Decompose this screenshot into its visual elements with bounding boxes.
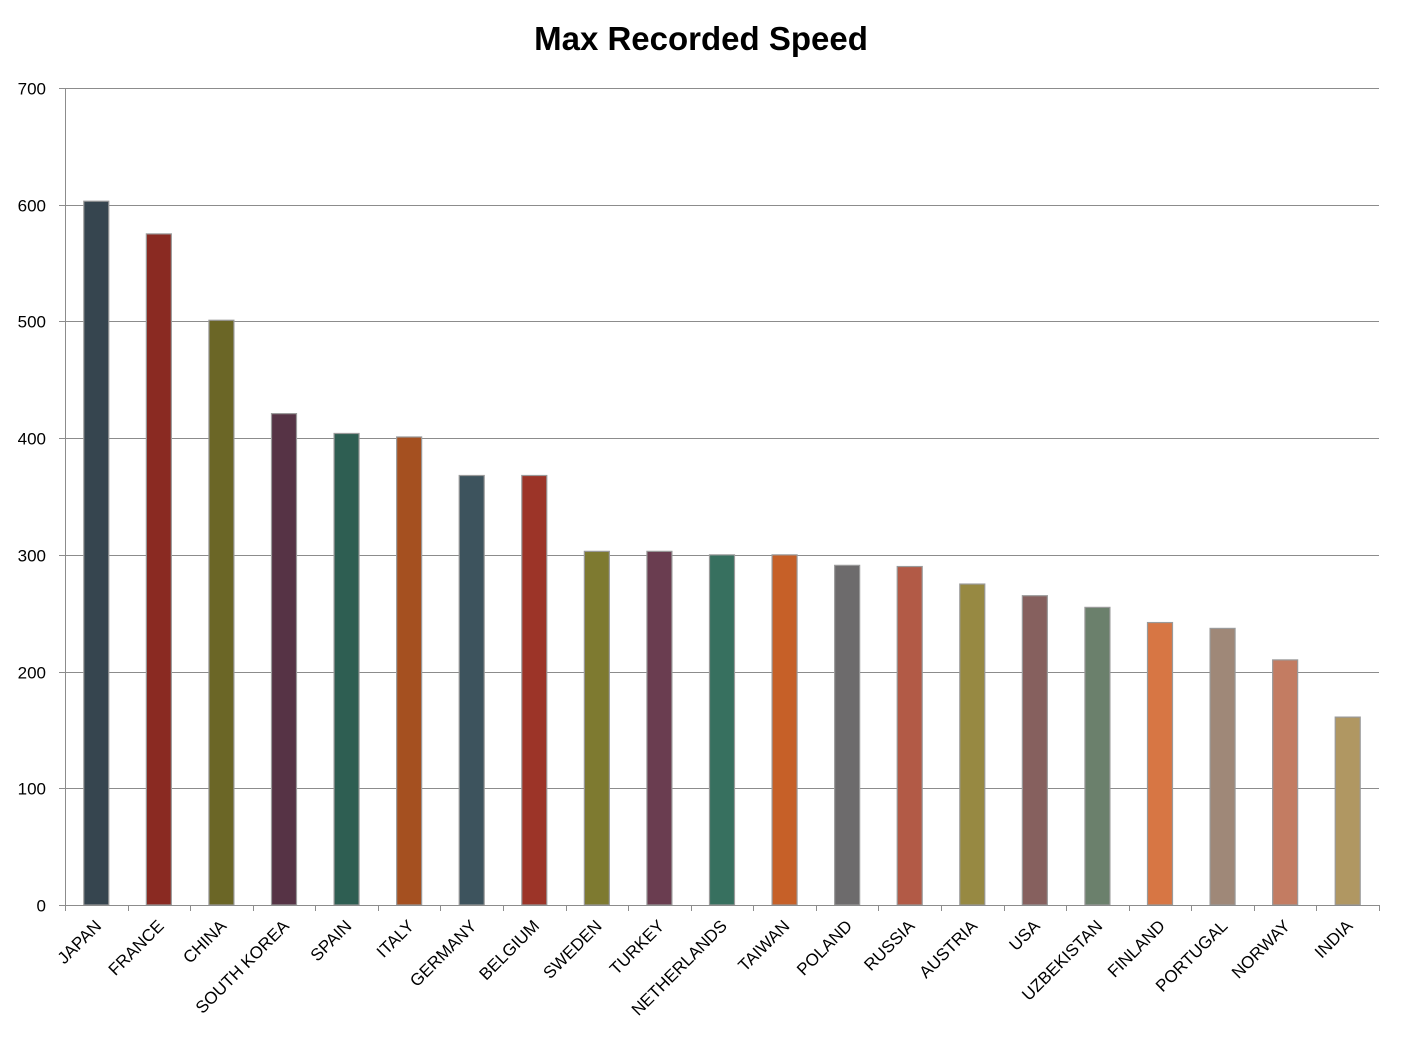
y-tick-label: 600	[18, 197, 46, 216]
x-tick-label: SWEDEN	[539, 916, 605, 982]
bar-spain	[333, 432, 360, 906]
y-tick-label: 400	[18, 430, 46, 449]
axes	[59, 88, 1380, 911]
chart-title: Max Recorded Speed	[534, 20, 868, 57]
x-tick-label: POLAND	[793, 916, 856, 979]
x-tick-label: AUSTRIA	[916, 916, 982, 982]
bar-sweden	[583, 550, 610, 906]
bar-taiwan	[771, 554, 798, 906]
bar-uzbekistan	[1084, 606, 1111, 906]
bar-finland	[1146, 621, 1174, 906]
x-tick-label: CHINA	[179, 916, 230, 967]
bar-germany	[458, 474, 485, 906]
bar-austria	[959, 583, 986, 906]
bar-russia	[896, 565, 923, 906]
bar-netherlands	[708, 554, 736, 906]
y-tick-label: 200	[18, 664, 46, 683]
x-tick-label: ITALY	[373, 916, 418, 961]
x-tick-label: JAPAN	[54, 916, 105, 967]
x-tick-label: TURKEY	[606, 916, 668, 978]
bar-poland	[834, 564, 861, 906]
x-tick-label: FRANCE	[105, 916, 168, 979]
x-tick-label: FINLAND	[1104, 916, 1169, 981]
x-tick-label: BELGIUM	[476, 916, 544, 984]
bar-south-korea	[270, 413, 298, 906]
x-tick-label: INDIA	[1311, 916, 1357, 962]
x-tick-label: GERMANY	[406, 916, 480, 990]
bar-portugal	[1209, 627, 1236, 906]
bar-india	[1334, 716, 1361, 906]
y-tick-labels: 0 100 200 300 400 500 600 700	[18, 80, 46, 916]
y-tick-label: 500	[18, 313, 46, 332]
bar-france	[145, 233, 172, 906]
x-tick-label: SPAIN	[307, 916, 356, 965]
y-tick-label: 700	[18, 80, 46, 99]
y-tick-label: 300	[18, 547, 46, 566]
bar-norway	[1272, 659, 1299, 906]
bar-italy	[396, 436, 423, 906]
y-tick-label: 100	[18, 780, 46, 799]
y-tick-label: 0	[37, 897, 46, 916]
bar-turkey	[646, 550, 673, 906]
x-tick-label: NORWAY	[1228, 916, 1294, 982]
bar-usa	[1021, 595, 1048, 906]
bar-japan	[83, 200, 110, 906]
x-tick-label: TAIWAN	[735, 916, 794, 975]
x-tick-label: USA	[1006, 916, 1045, 955]
bar-belgium	[521, 474, 548, 906]
x-tick-label: RUSSIA	[860, 916, 919, 975]
bar-china	[208, 319, 235, 906]
bars	[83, 200, 1361, 906]
